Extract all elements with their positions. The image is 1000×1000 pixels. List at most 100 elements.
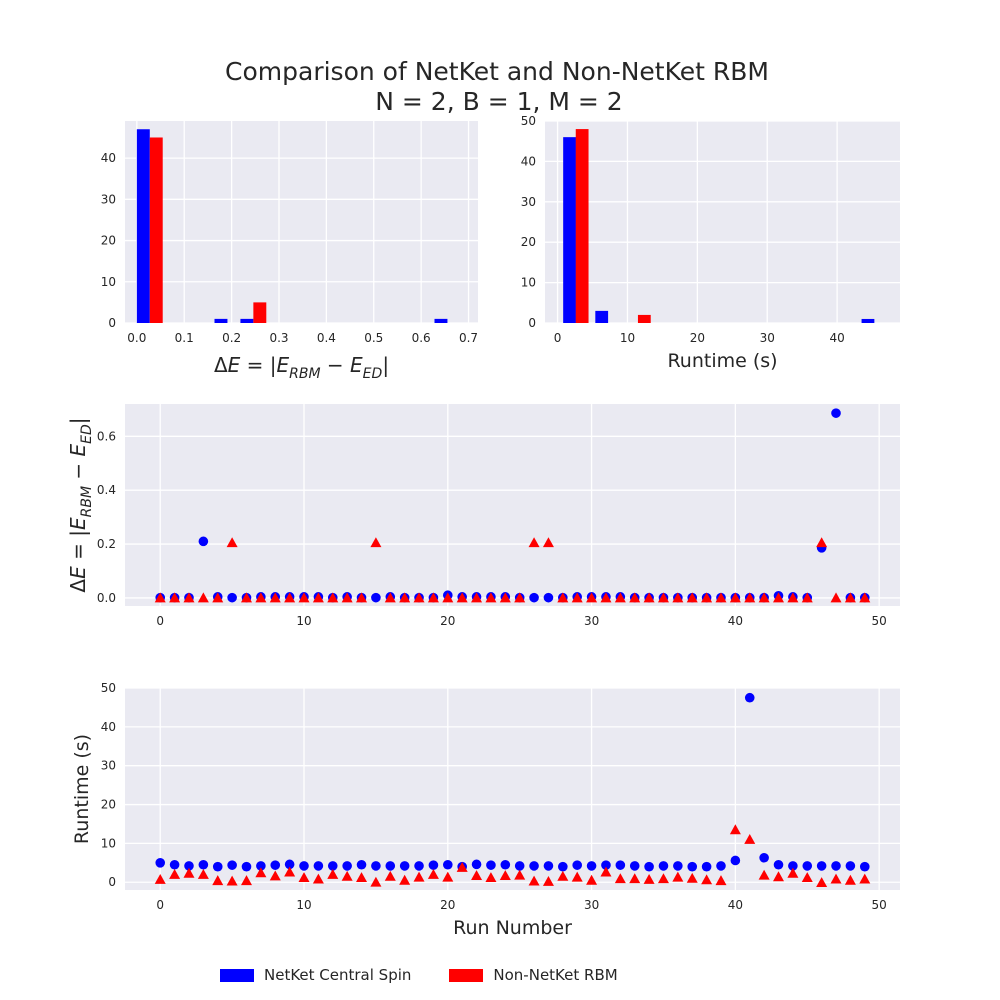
bar-nonnetket [637,314,651,323]
point-nonnetket [485,872,497,882]
x-tick-label: 0.5 [364,331,383,345]
point-nonnetket [269,870,281,881]
point-nonnetket [729,824,741,835]
point-nonnetket [657,873,669,884]
point-nonnetket [586,874,598,885]
point-nonnetket [255,592,267,603]
point-nonnetket [399,874,411,885]
point-nonnetket [240,592,252,603]
point-nonnetket [370,537,382,548]
point-netket [198,536,209,547]
y-tick-label: 0.2 [97,537,116,551]
point-netket [327,861,338,871]
point-nonnetket [787,592,799,603]
point-netket [371,592,381,603]
point-nonnetket [197,592,209,603]
point-netket [629,861,640,871]
point-netket [744,692,755,703]
point-nonnetket [542,875,554,886]
point-netket [845,861,856,871]
point-netket [816,861,827,871]
point-nonnetket [183,592,195,603]
point-nonnetket [284,592,296,603]
x-tick-label: 50 [872,614,887,628]
point-nonnetket [298,592,310,603]
point-nonnetket [859,592,871,603]
point-netket [500,859,511,870]
point-nonnetket [514,592,526,603]
point-nonnetket [773,871,785,882]
y-tick-label: 30 [101,759,116,773]
point-netket [716,861,726,871]
point-netket [859,861,870,872]
point-nonnetket [586,592,598,603]
point-nonnetket [528,537,540,548]
bar-nonnetket [253,302,267,323]
point-nonnetket [701,874,713,885]
point-netket [529,592,539,603]
point-nonnetket [154,874,166,884]
bar-netket [240,318,254,323]
x-tick-label: 0 [156,614,164,628]
chart-hist_energy: 0.0 0.1 0.2 0.3 0.4 0.5 0.6 0.7 0 10 20 30 40 ΔE = |E… [101,121,478,382]
x-tick-label: 0 [156,898,164,912]
y-tick-label: 20 [101,798,116,812]
point-nonnetket [816,537,828,548]
point-nonnetket [672,871,684,882]
point-netket [558,861,568,872]
point-nonnetket [327,592,339,603]
point-netket [773,859,784,870]
point-nonnetket [356,592,368,603]
point-netket [256,861,266,871]
point-nonnetket [686,872,698,883]
point-nonnetket [284,866,296,877]
point-nonnetket [571,592,583,603]
bar-nonnetket [575,129,589,323]
point-nonnetket [399,592,411,603]
bar-netket [136,129,150,323]
y-tick-label: 20 [101,234,116,248]
point-nonnetket [413,592,425,603]
point-nonnetket [859,873,871,884]
point-netket [399,861,410,871]
point-netket [241,861,252,872]
point-nonnetket [744,834,756,844]
point-nonnetket [427,868,439,879]
x-tick-label: 40 [829,331,844,345]
y-tick-label: 50 [521,114,536,128]
legend-label-nonnetket: Non-NetKet RBM [493,966,618,984]
point-netket [572,860,583,870]
point-nonnetket [255,867,267,878]
x-tick-label: 40 [728,614,743,628]
chart-scatter_runtime: 0 10 20 30 40 50 0 10 20 30 40 50 Run Number Runtime … [71,681,900,939]
y-tick-label: 0 [528,316,536,330]
point-netket [658,861,669,871]
point-netket [227,860,237,870]
x-tick-label: 50 [872,898,887,912]
point-netket [371,861,381,871]
point-nonnetket [384,592,396,603]
x-axis-label: Run Number [453,917,572,939]
point-netket [644,861,654,872]
point-nonnetket [183,867,195,878]
y-tick-label: 50 [101,681,116,695]
y-tick-label: 30 [521,195,536,209]
point-netket [227,592,237,603]
legend-swatch-netket [220,968,254,982]
point-nonnetket [657,592,669,603]
point-nonnetket [729,592,741,603]
point-nonnetket [614,873,626,884]
point-netket [486,860,496,870]
point-nonnetket [773,592,785,603]
point-nonnetket [715,875,727,886]
point-nonnetket [269,592,281,603]
x-tick-label: 10 [296,898,311,912]
point-nonnetket [830,873,842,884]
point-nonnetket [471,592,483,603]
point-netket [730,855,741,866]
plot-area [125,688,900,890]
x-tick-label: 10 [296,614,311,628]
point-netket [284,859,295,870]
point-nonnetket [384,870,396,881]
